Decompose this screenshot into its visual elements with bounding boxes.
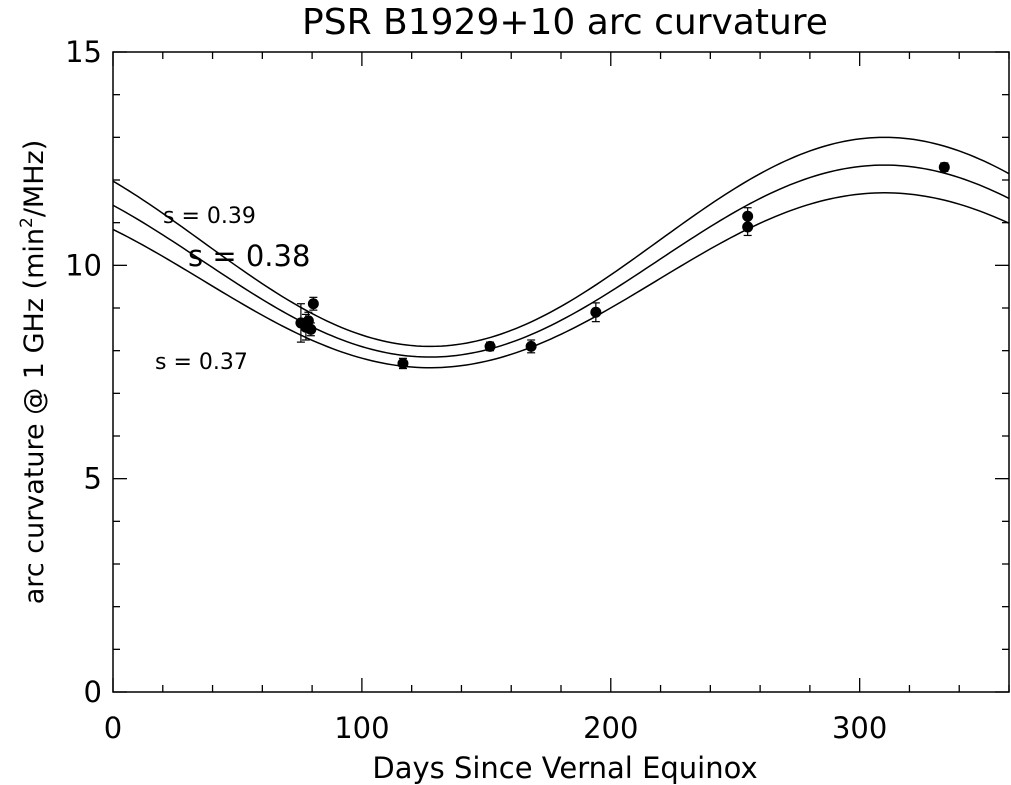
- y-tick-label: 0: [84, 675, 102, 709]
- data-point: [484, 340, 496, 352]
- x-tick-label: 0: [104, 711, 122, 745]
- data-point: [525, 339, 537, 354]
- x-axis-label: Days Since Vernal Equinox: [372, 751, 757, 785]
- model-curve: [112, 164, 1010, 358]
- point-marker: [525, 340, 537, 352]
- curve-label: s = 0.38: [188, 239, 310, 273]
- point-marker: [397, 357, 409, 369]
- point-marker: [742, 221, 754, 233]
- point-marker: [305, 323, 317, 335]
- model-curve: [112, 136, 1010, 348]
- point-marker: [590, 306, 602, 318]
- y-axis-label-sup: 2: [17, 217, 37, 228]
- y-axis-label: arc curvature @ 1 GHz (min2/MHz): [17, 140, 50, 604]
- data-point: [742, 217, 754, 237]
- chart-title: PSR B1929+10 arc curvature: [302, 2, 828, 43]
- y-axis-label-main: arc curvature @ 1 GHz (min: [19, 228, 50, 604]
- axis-ticks: 0 100 200 300 0 5 10 15: [65, 35, 1010, 745]
- curve-labels: s = 0.39 s = 0.38 s = 0.37: [155, 204, 310, 375]
- data-point: [938, 161, 950, 173]
- point-marker: [484, 340, 496, 352]
- curve-label: s = 0.37: [155, 350, 248, 375]
- y-tick-label: 15: [65, 35, 102, 69]
- data-point: [307, 296, 319, 311]
- x-tick-label: 300: [832, 711, 887, 745]
- data-point: [590, 302, 602, 323]
- y-tick-label: 10: [65, 248, 102, 282]
- model-curves: [112, 136, 1010, 369]
- data-point: [397, 357, 409, 370]
- y-tick-label: 5: [84, 462, 102, 496]
- point-marker: [938, 161, 950, 173]
- x-tick-label: 100: [334, 711, 389, 745]
- curve-label: s = 0.39: [163, 204, 256, 229]
- x-tick-label: 200: [583, 711, 638, 745]
- point-marker: [742, 210, 754, 222]
- data-point: [305, 322, 317, 337]
- point-marker: [307, 298, 319, 310]
- model-curve: [112, 192, 1010, 369]
- y-axis-label-rest: /MHz): [19, 140, 50, 217]
- data-points: [295, 161, 950, 370]
